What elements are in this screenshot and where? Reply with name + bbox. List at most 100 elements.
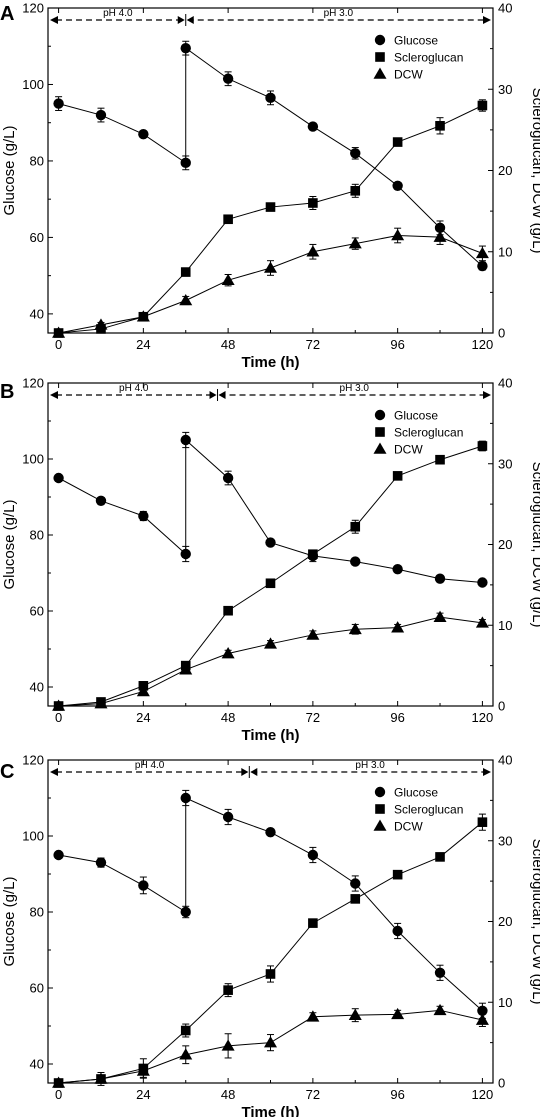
legend-marker-glucose: [374, 786, 386, 798]
panel-b: B 0 24 48 72 96 120 40 60 80 100 120 0 10 20 30 40 Time (…: [0, 376, 540, 745]
data-point-glucose: [138, 128, 149, 140]
data-point-dcw: [433, 610, 447, 622]
data-point-glucose: [180, 42, 191, 54]
arrowhead-left-icon: [50, 16, 58, 24]
panel-label: C: [0, 761, 14, 783]
legend-label-dcw: DCW: [394, 443, 423, 457]
data-point-dcw: [221, 647, 235, 659]
data-point-glucose: [180, 548, 191, 560]
y-right-tick-label: 40: [498, 753, 512, 768]
data-point-glucose: [434, 967, 446, 978]
data-point-dcw: [306, 1010, 320, 1022]
y-left-tick-label: 80: [30, 905, 44, 920]
series-glucose: [53, 40, 488, 272]
data-point-dcw: [475, 616, 489, 628]
y-right-tick-label: 10: [498, 618, 512, 633]
panel-label: A: [0, 3, 14, 25]
data-point-glucose: [307, 849, 319, 861]
y-right-tick-label: 0: [498, 699, 505, 714]
data-point-glucose: [180, 157, 191, 169]
x-tick-label: 72: [306, 1087, 320, 1102]
panel-c: C 0 24 48 72 96 120 40 60 80 100 120 0 10 20 30 40 Time (…: [0, 753, 540, 1117]
data-point-scleroglucan: [308, 918, 318, 928]
series-line: [58, 47, 483, 267]
y-right-axis-title: Scleroglucan, DCW (g/L): [529, 88, 540, 254]
x-tick-label: 0: [55, 1087, 62, 1102]
data-point-glucose: [350, 148, 361, 159]
data-point-dcw: [433, 1003, 447, 1016]
data-point-dcw: [391, 229, 405, 241]
series-line: [58, 616, 483, 707]
data-point-glucose: [138, 510, 149, 522]
data-point-scleroglucan: [392, 137, 403, 147]
y-left-tick-label: 120: [22, 376, 44, 391]
series-line: [58, 797, 483, 1012]
arrowhead-left-icon: [50, 768, 58, 776]
arrowhead-boundary-left-icon: [241, 768, 249, 776]
panel-a: A 0 24 48 72 96 120 40 60 80 100 120 0 10 20 30 40 Time (…: [0, 1, 540, 372]
phase-label-ph3: pH 3.0: [340, 383, 370, 394]
y-left-axis-title: Glucose (g/L): [1, 499, 18, 589]
legend-label-glucose: Glucose: [394, 786, 438, 800]
panel-label: B: [0, 381, 14, 403]
data-point-dcw: [94, 318, 108, 330]
data-point-dcw: [433, 230, 447, 242]
y-right-tick-label: 0: [498, 326, 505, 341]
data-point-scleroglucan: [477, 100, 488, 111]
series-line: [58, 438, 483, 583]
data-point-scleroglucan: [477, 817, 488, 827]
y-right-tick-label: 40: [498, 1, 512, 16]
data-point-glucose: [434, 222, 446, 234]
data-point-scleroglucan: [435, 121, 445, 131]
y-left-axis-title: Glucose (g/L): [1, 876, 18, 966]
y-right-tick-label: 30: [498, 456, 512, 471]
data-point-scleroglucan: [265, 969, 276, 979]
legend-label-scleroglucan: Scleroglucan: [394, 803, 463, 817]
y-right-tick-label: 20: [498, 914, 512, 929]
arrowhead-right-icon: [483, 768, 491, 776]
y-left-tick-label: 60: [30, 981, 44, 996]
arrowhead-boundary-right-icon: [218, 391, 226, 399]
series-dcw: [52, 610, 489, 711]
data-point-glucose: [350, 878, 361, 889]
data-point-dcw: [306, 628, 320, 640]
data-point-scleroglucan: [435, 852, 445, 862]
data-point-dcw: [391, 621, 405, 633]
y-right-axis-title: Scleroglucan, DCW (g/L): [529, 839, 540, 1005]
y-right-tick-label: 30: [498, 833, 512, 848]
y-left-tick-label: 80: [30, 528, 44, 543]
data-point-scleroglucan: [392, 471, 403, 481]
data-point-glucose: [95, 109, 107, 121]
y-left-axis-title: Glucose (g/L): [1, 125, 18, 215]
y-left-tick-label: 120: [22, 1, 44, 16]
legend-marker-dcw: [373, 442, 387, 454]
data-point-glucose: [392, 925, 403, 937]
series-dcw: [52, 1003, 489, 1088]
data-point-dcw: [52, 699, 66, 711]
arrowhead-right-icon: [483, 391, 491, 399]
x-tick-label: 48: [221, 1087, 235, 1102]
data-point-scleroglucan: [350, 186, 361, 196]
data-point-dcw: [475, 1013, 489, 1025]
data-point-scleroglucan: [308, 198, 318, 208]
phase-label-ph4: pH 4.0: [119, 383, 149, 394]
data-point-glucose: [307, 121, 319, 132]
legend-label-scleroglucan: Scleroglucan: [394, 51, 463, 65]
x-tick-label: 72: [306, 710, 320, 725]
legend-marker-scleroglucan: [375, 427, 385, 437]
y-right-tick-label: 10: [498, 995, 512, 1010]
y-left-tick-label: 40: [30, 306, 44, 321]
series-line: [58, 234, 483, 334]
data-point-dcw: [306, 245, 320, 257]
data-point-dcw: [475, 246, 489, 259]
data-point-scleroglucan: [265, 578, 276, 589]
phase-label-ph3: pH 3.0: [324, 8, 354, 19]
data-point-glucose: [392, 180, 403, 191]
data-point-glucose: [53, 98, 64, 109]
phase-label-ph4: pH 4.0: [135, 760, 165, 771]
data-point-glucose: [477, 577, 488, 588]
data-point-glucose: [350, 556, 361, 567]
data-point-scleroglucan: [350, 521, 361, 532]
series-line: [58, 105, 483, 334]
